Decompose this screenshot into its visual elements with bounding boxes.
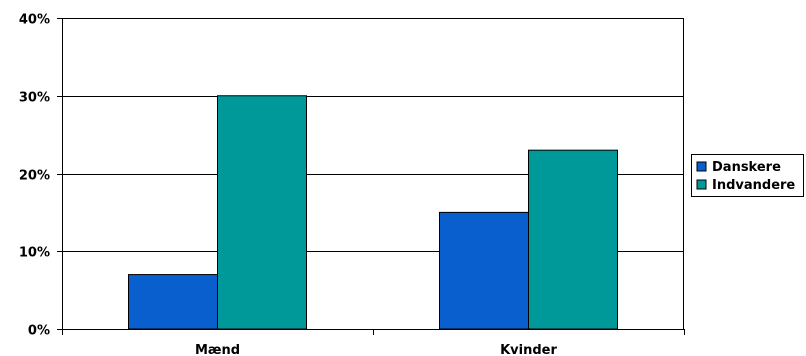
legend-swatch	[696, 179, 707, 190]
legend-swatch	[696, 161, 707, 172]
x-tick-label: Kvinder	[500, 343, 557, 356]
bars	[128, 95, 618, 330]
axes	[62, 18, 685, 335]
y-axis-ticks: 0% 10% 20% 30% 40%	[19, 13, 62, 339]
legend-label: Indvandere	[712, 178, 795, 193]
bar-danskere-0	[128, 274, 218, 330]
y-tick-label: 0%	[28, 324, 50, 339]
y-tick-label: 20%	[19, 169, 50, 184]
y-tick-label: 40%	[19, 13, 50, 28]
bar-danskere-1	[439, 211, 529, 330]
legend-box	[691, 154, 804, 197]
x-tick-label: Mænd	[195, 343, 240, 356]
bar-indvandere-1	[528, 149, 618, 330]
y-tick-label: 30%	[19, 91, 50, 106]
y-tick-label: 10%	[19, 246, 50, 261]
legend-label: Danskere	[712, 160, 781, 175]
legend: Danskere Indvandere	[691, 154, 804, 197]
bar-indvandere-0	[217, 95, 307, 330]
x-axis-labels: Mænd Kvinder	[195, 343, 558, 356]
